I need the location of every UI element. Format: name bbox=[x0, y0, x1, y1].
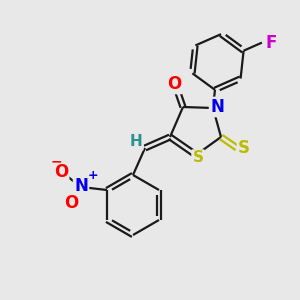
Text: O: O bbox=[54, 163, 68, 181]
Text: S: S bbox=[193, 151, 203, 166]
Text: O: O bbox=[167, 75, 181, 93]
Text: O: O bbox=[64, 194, 78, 212]
Text: F: F bbox=[265, 34, 277, 52]
Text: N: N bbox=[74, 177, 88, 195]
Text: S: S bbox=[238, 139, 250, 157]
Text: H: H bbox=[130, 134, 142, 149]
Text: +: + bbox=[88, 169, 99, 182]
Text: −: − bbox=[51, 154, 63, 168]
Text: N: N bbox=[210, 98, 224, 116]
